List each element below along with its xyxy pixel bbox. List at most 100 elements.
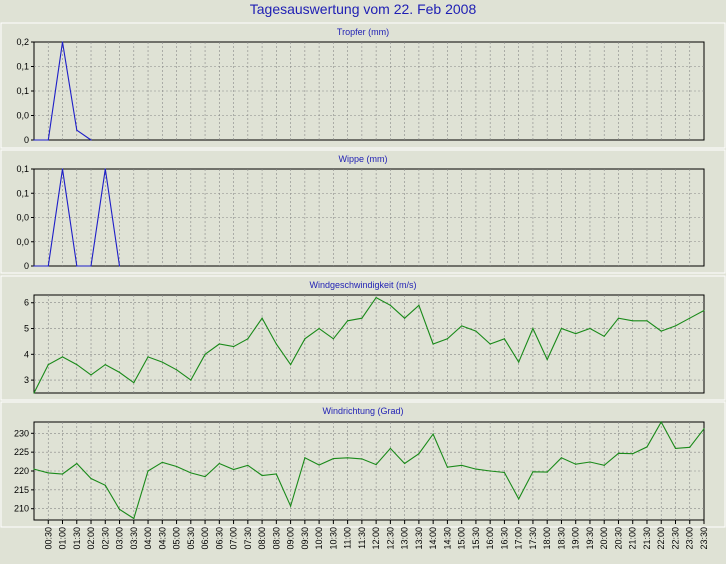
data-point — [603, 464, 605, 466]
data-point — [446, 338, 449, 340]
data-point — [560, 327, 563, 330]
data-point — [689, 446, 691, 448]
data-point — [232, 345, 235, 348]
data-point — [33, 265, 35, 267]
y-tick-label: 0 — [24, 261, 29, 271]
data-point — [503, 338, 506, 340]
y-tick-label: 220 — [14, 466, 29, 476]
data-point — [118, 508, 121, 511]
data-point — [389, 447, 391, 449]
data-point — [446, 466, 449, 468]
x-tick-label: 06:00 — [200, 527, 210, 550]
data-point — [461, 464, 463, 466]
data-point — [674, 325, 677, 327]
x-tick-label: 16:00 — [485, 527, 495, 550]
x-tick-label: 17:30 — [528, 527, 538, 550]
y-tick-label: 0,0 — [16, 213, 29, 223]
data-point — [90, 265, 92, 267]
data-point — [489, 343, 491, 345]
x-tick-label: 01:00 — [58, 527, 68, 550]
data-point — [375, 296, 377, 299]
data-point — [389, 304, 391, 306]
y-tick-label: 0,1 — [16, 188, 29, 198]
x-tick-label: 13:00 — [400, 527, 410, 550]
chart-panel-1: Tropfer (mm) 0 0,0 0,1 0,1 0,2 — [0, 22, 726, 149]
x-tick-label: 12:30 — [385, 527, 395, 550]
panel-title: Tropfer (mm) — [337, 27, 389, 37]
x-tick-label: 16:30 — [499, 527, 509, 550]
data-point — [532, 327, 534, 330]
y-tick-label: 0 — [24, 135, 29, 145]
x-tick-label: 05:30 — [186, 527, 196, 550]
x-tick-label: 20:00 — [599, 527, 609, 550]
y-tick-label: 4 — [24, 349, 29, 359]
y-tick-label: 225 — [14, 447, 29, 457]
y-tick-label: 6 — [24, 298, 29, 308]
data-point — [147, 356, 149, 358]
x-tick-label: 22:00 — [656, 527, 666, 550]
data-point — [418, 453, 420, 455]
data-point — [190, 379, 192, 381]
x-tick-label: 04:00 — [143, 527, 153, 550]
x-tick-label: 15:30 — [471, 527, 481, 550]
x-tick-label: 14:30 — [442, 527, 452, 550]
data-point — [660, 421, 662, 423]
x-axis: 00:30 01:00 01:30 02:00 02:30 03:00 03:30 04:00… — [43, 520, 709, 550]
data-point — [646, 320, 648, 322]
data-point — [90, 477, 92, 480]
data-point — [347, 320, 349, 322]
x-tick-label: 07:30 — [243, 527, 253, 550]
data-point — [133, 517, 135, 520]
data-point — [218, 462, 220, 465]
panel-frame — [0, 401, 726, 528]
data-point — [218, 343, 220, 345]
data-point — [518, 361, 520, 363]
x-tick-label: 11:30 — [357, 527, 367, 549]
y-tick-label: 0,0 — [16, 237, 29, 247]
data-point — [489, 470, 491, 472]
x-tick-label: 12:00 — [371, 527, 381, 550]
data-point — [560, 457, 563, 459]
data-point — [475, 330, 477, 332]
series-line — [33, 420, 705, 520]
data-point — [404, 317, 406, 319]
data-point — [475, 468, 477, 470]
data-point — [118, 265, 121, 267]
x-tick-label: 04:30 — [157, 527, 167, 550]
data-point — [503, 471, 506, 474]
data-point — [575, 333, 577, 335]
data-point — [204, 476, 206, 478]
data-point — [646, 446, 648, 448]
data-point — [175, 369, 178, 371]
x-tick-label: 23:00 — [685, 527, 695, 550]
data-point — [47, 472, 49, 474]
data-point — [76, 265, 78, 267]
data-point — [275, 473, 277, 475]
data-point — [161, 461, 163, 463]
chart-panel-4: Windrichtung (Grad) 210 215 220 225 230 — [0, 401, 726, 528]
data-point — [318, 464, 320, 466]
x-tick-label: 10:00 — [314, 527, 324, 550]
panel-frame — [0, 149, 726, 274]
data-point — [47, 364, 49, 366]
y-tick-label: 5 — [24, 324, 29, 334]
data-point — [147, 470, 149, 472]
data-point — [247, 464, 249, 466]
x-tick-label: 06:30 — [214, 527, 224, 550]
x-tick-label: 21:30 — [642, 527, 652, 550]
data-point — [190, 472, 192, 474]
x-tick-label: 09:30 — [300, 527, 310, 550]
series-line — [33, 296, 705, 394]
x-tick-label: 18:00 — [542, 527, 552, 550]
data-point — [289, 364, 292, 366]
data-point — [703, 309, 705, 312]
data-point — [90, 374, 92, 376]
data-point — [332, 457, 334, 460]
data-point — [33, 139, 35, 141]
y-tick-label: 0,1 — [16, 62, 29, 72]
x-tick-label: 08:00 — [257, 527, 267, 550]
data-point — [261, 317, 263, 319]
x-tick-label: 14:00 — [428, 527, 438, 550]
data-point — [90, 139, 92, 141]
